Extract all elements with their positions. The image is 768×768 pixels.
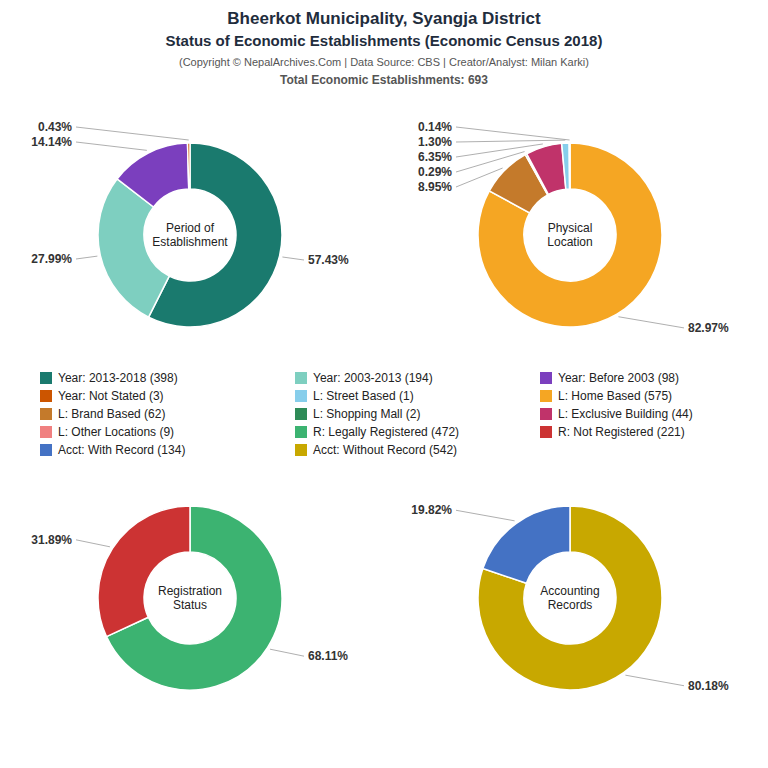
data-label: 27.99% [31, 252, 72, 266]
donut-slice [188, 143, 190, 189]
data-label: 68.11% [308, 649, 348, 663]
leader-line [618, 317, 684, 328]
legend-entry: Acct: Without Record (542) [313, 443, 457, 457]
legend-swatch [40, 390, 52, 402]
legend-swatch [40, 408, 52, 420]
leader-line [625, 675, 684, 686]
legend-entry: L: Brand Based (62) [58, 407, 165, 421]
leader-line [76, 256, 97, 259]
donut-chart: AccountingRecords 80.18% 19.82% [411, 503, 729, 692]
legend-swatch [295, 444, 307, 456]
data-label: 0.14% [418, 120, 452, 134]
donut-title: Period ofEstablishment [152, 221, 228, 249]
legend-swatch [295, 372, 307, 384]
legend-entry: R: Not Registered (221) [558, 425, 685, 439]
data-label: 0.43% [38, 120, 72, 134]
legend-swatch [540, 426, 552, 438]
title: Bheerkot Municipality, Syangja District [227, 9, 541, 28]
donut-title: RegistrationStatus [158, 584, 222, 612]
data-label: 82.97% [688, 321, 729, 335]
donut-slice [478, 143, 662, 327]
legend-swatch [540, 372, 552, 384]
data-label: 1.30% [418, 135, 452, 149]
legend-entry: R: Legally Registered (472) [313, 425, 459, 439]
donut-chart: RegistrationStatus 68.11% 31.89% [31, 506, 348, 690]
data-label: 6.35% [418, 150, 452, 164]
legend-swatch [295, 426, 307, 438]
leader-line [456, 144, 543, 157]
leader-line [76, 127, 189, 140]
subtitle: Status of Economic Establishments (Econo… [166, 32, 603, 49]
background [0, 0, 768, 768]
data-label: 14.14% [31, 135, 72, 149]
data-label: 19.82% [411, 503, 452, 517]
legend-swatch [540, 390, 552, 402]
legend-entry: L: Street Based (1) [313, 389, 414, 403]
donut-chart: Period ofEstablishment 57.43% 27.99% 14.14%… [31, 120, 349, 327]
leader-line [456, 127, 570, 140]
leader-line [456, 140, 565, 142]
annotation: (Copyright © NepalArchives.Com | Data So… [179, 56, 589, 68]
legend-swatch [295, 390, 307, 402]
leader-line [76, 142, 147, 150]
data-label: 31.89% [31, 533, 72, 547]
donut-slice [527, 143, 566, 194]
leader-line [456, 168, 503, 187]
legend-swatch [40, 426, 52, 438]
donut-chart: PhysicalLocation 82.97% 8.95%0.29%6.35%1.3… [418, 120, 729, 335]
legend-entry: L: Other Locations (9) [58, 425, 174, 439]
donut-title: PhysicalLocation [547, 221, 592, 249]
chart-root: Bheerkot Municipality, Syangja District S… [0, 0, 768, 768]
legend-entry: Year: Before 2003 (98) [558, 371, 679, 385]
donut-title: AccountingRecords [540, 584, 599, 612]
leader-line [76, 540, 110, 547]
donut-slice [568, 143, 570, 189]
legend-entry: L: Shopping Mall (2) [313, 407, 420, 421]
leader-line [456, 510, 515, 521]
leader-line [282, 257, 304, 260]
legend-swatch [40, 444, 52, 456]
donut-slice [562, 143, 570, 189]
donut-slice [98, 506, 190, 637]
data-label: 80.18% [688, 679, 729, 693]
data-label: 8.95% [418, 180, 452, 194]
legend-entry: L: Exclusive Building (44) [558, 407, 693, 421]
leader-line [456, 152, 525, 172]
leader-line [270, 649, 304, 656]
header: Bheerkot Municipality, Syangja District S… [166, 9, 603, 87]
legend-swatch [540, 408, 552, 420]
data-label: 0.29% [418, 165, 452, 179]
legend-entry: Year: 2013-2018 (398) [58, 371, 178, 385]
legend-swatch [295, 408, 307, 420]
legend-entry: Year: Not Stated (3) [58, 389, 164, 403]
annotation: Total Economic Establishments: 693 [280, 73, 488, 87]
donut-slice [478, 506, 662, 690]
legend: Year: 2013-2018 (398) Year: 2003-2013 (19… [40, 371, 693, 457]
legend-entry: Year: 2003-2013 (194) [313, 371, 433, 385]
donut-slice [117, 143, 189, 207]
legend-entry: Acct: With Record (134) [58, 443, 185, 457]
data-label: 57.43% [308, 253, 349, 267]
legend-entry: L: Home Based (575) [558, 389, 672, 403]
legend-swatch [40, 372, 52, 384]
